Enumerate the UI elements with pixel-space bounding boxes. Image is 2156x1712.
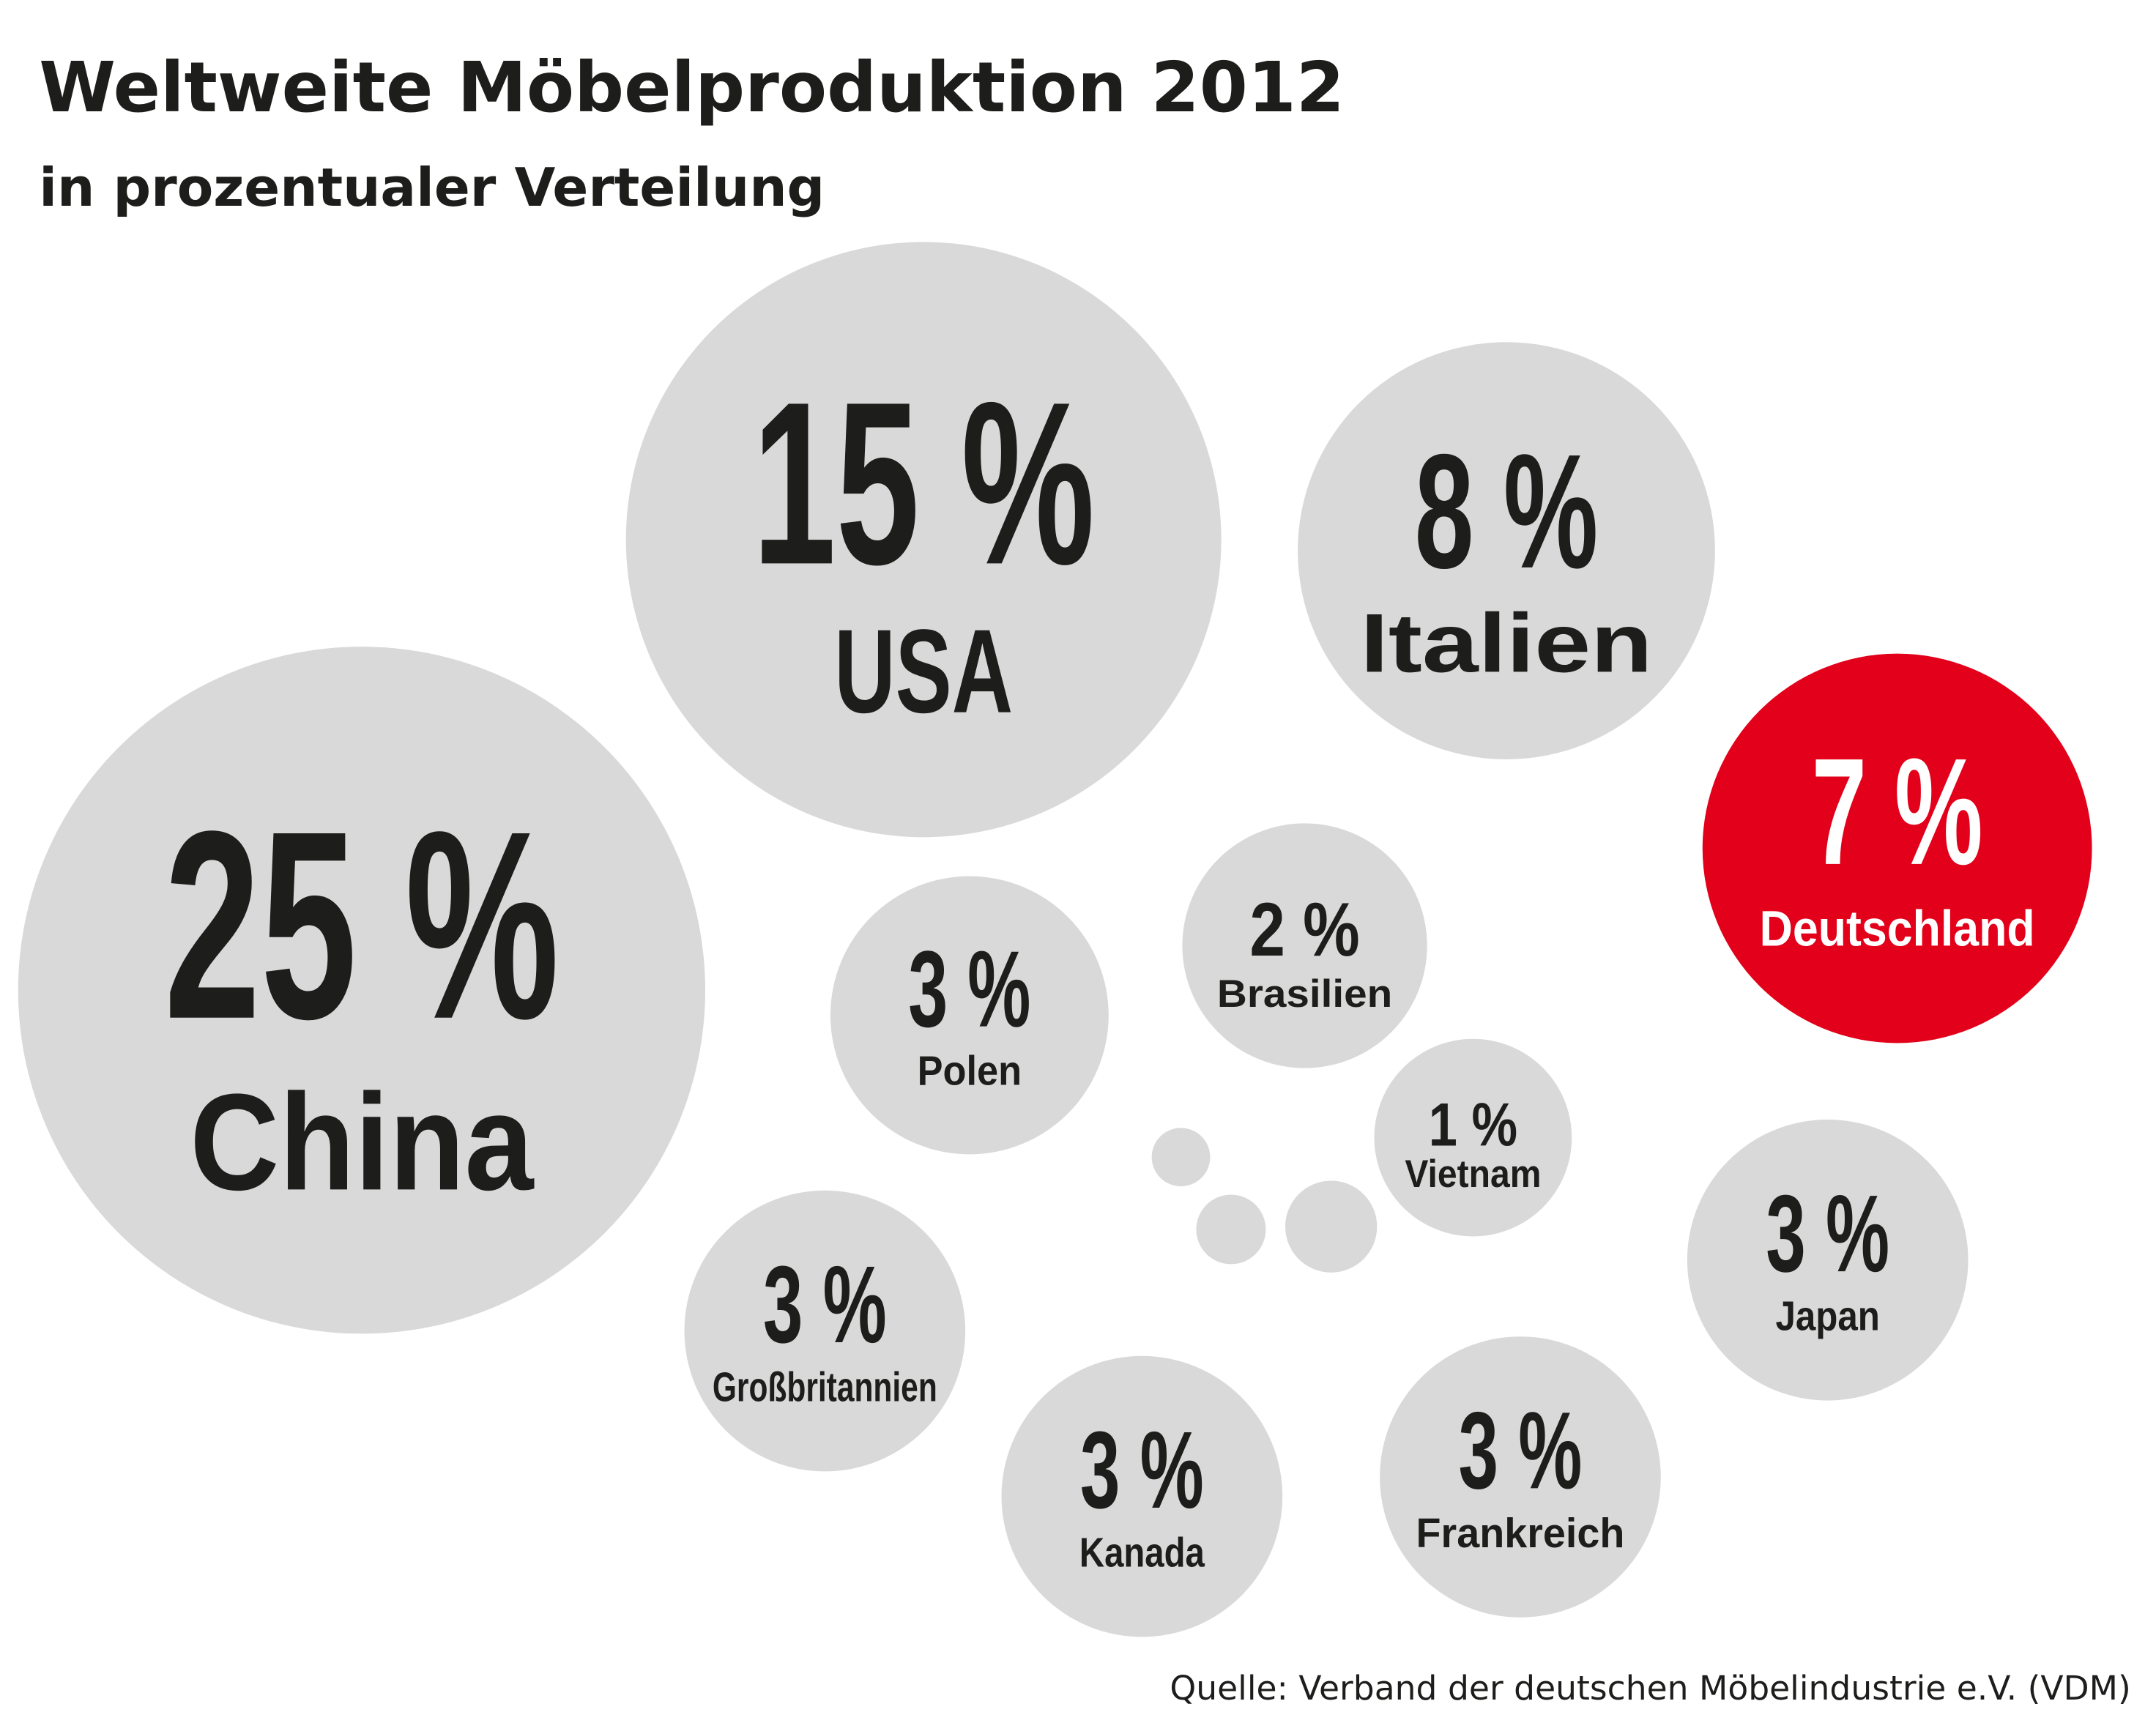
bubble-circle — [1687, 1119, 1969, 1401]
decorative-bubble — [1285, 1180, 1378, 1273]
bubble-country-label: USA — [834, 606, 1013, 738]
chart-title: Weltweite Möbelproduktion 2012 — [39, 48, 1345, 128]
bubble-country-label: Italien — [1361, 597, 1653, 690]
decorative-bubble — [1151, 1128, 1211, 1187]
bubble-circle — [1001, 1355, 1283, 1637]
bubble-circle — [1702, 653, 2092, 1043]
bubble-percent-label: 2 % — [1249, 887, 1359, 972]
bubble-percent-label: 3 % — [1080, 1409, 1204, 1531]
bubble-percent-label: 3 % — [1459, 1389, 1583, 1511]
bubble-percent-label: 1 % — [1429, 1090, 1517, 1158]
bubble-china: 25 %China — [18, 647, 705, 1334]
bubble-usa: 15 %USA — [625, 242, 1222, 838]
bubble-circle — [1374, 1038, 1572, 1237]
bubble-country-label: China — [190, 1065, 535, 1218]
bubble-percent-label: 3 % — [1766, 1172, 1889, 1295]
bubble-polen: 3 %Polen — [830, 876, 1109, 1155]
bubble-deutschland: 7 %Deutschland — [1702, 653, 2092, 1043]
source-note: Quelle: Verband der deutschen Möbelindus… — [1170, 1669, 2130, 1708]
bubble-country-label: Polen — [918, 1047, 1022, 1094]
bubble-circle — [830, 876, 1109, 1155]
bubble-percent-label: 25 % — [164, 775, 559, 1075]
bubble-circle — [684, 1190, 966, 1472]
chart-subtitle: in prozentualer Verteilung — [39, 157, 825, 219]
bubble-japan: 3 %Japan — [1687, 1119, 1969, 1401]
bubble-percent-label: 8 % — [1415, 421, 1599, 603]
decorative-bubble — [1196, 1194, 1266, 1265]
bubble-kanada: 3 %Kanada — [1001, 1355, 1283, 1637]
bubble-circle — [1298, 342, 1715, 760]
bubble-country-label: Brasilien — [1217, 972, 1392, 1016]
bubble-country-label: Großbritannien — [713, 1364, 937, 1411]
bubble-circle — [1380, 1336, 1661, 1618]
bubble-circle — [625, 242, 1222, 838]
bubble-percent-label: 7 % — [1812, 726, 1983, 896]
bubble-brasilien: 2 %Brasilien — [1182, 823, 1427, 1068]
bubble-percent-label: 15 % — [752, 354, 1094, 613]
bubble-italien: 8 %Italien — [1298, 342, 1715, 760]
bubble-percent-label: 3 % — [908, 929, 1030, 1050]
bubble-circle — [18, 647, 705, 1334]
bubble-percent-label: 3 % — [763, 1243, 887, 1366]
bubble-country-label: Vietnam — [1405, 1153, 1541, 1196]
bubble-grobritannien: 3 %Großbritannien — [684, 1190, 966, 1472]
bubble-vietnam: 1 %Vietnam — [1374, 1038, 1572, 1237]
bubble-country-label: Kanada — [1079, 1530, 1205, 1577]
bubble-frankreich: 3 %Frankreich — [1380, 1336, 1661, 1618]
bubble-country-label: Deutschland — [1760, 901, 2035, 957]
bubble-country-label: Frankreich — [1416, 1510, 1625, 1557]
bubble-circle — [1182, 823, 1427, 1068]
bubble-country-label: Japan — [1775, 1293, 1879, 1340]
